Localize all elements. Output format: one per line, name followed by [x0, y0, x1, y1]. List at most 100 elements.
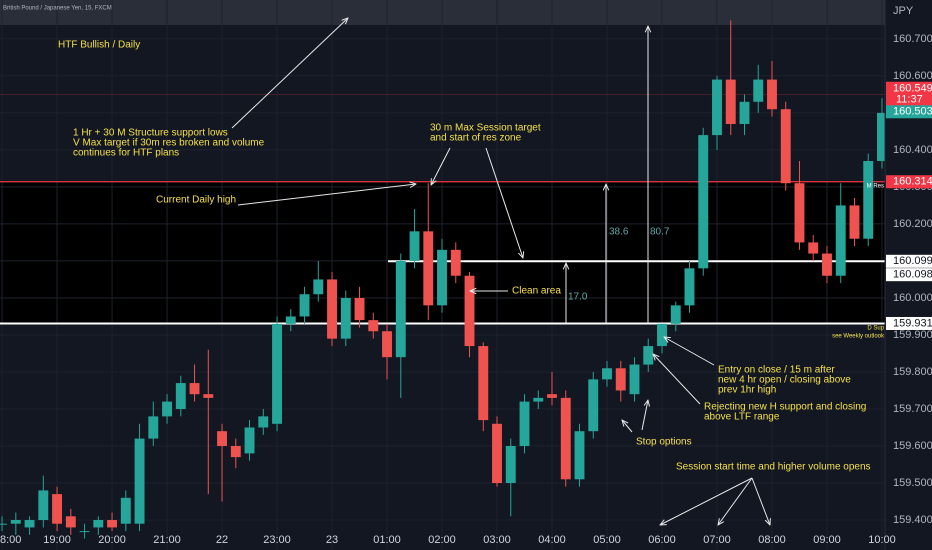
x-tick-label: 19:00: [43, 534, 71, 546]
candle-body: [492, 423, 502, 484]
annotation: V Max target if 30m res broken and volum…: [73, 138, 265, 149]
candle-body: [629, 364, 640, 395]
annotation: continues for HTF plans: [73, 148, 179, 159]
annotation: 1 Hr + 30 M Structure support lows: [73, 128, 228, 139]
y-tick-label: 159.500: [893, 477, 932, 489]
y-tick-label: 159.900: [893, 329, 932, 341]
candle-body: [519, 401, 530, 446]
annotation: Current Daily high: [156, 195, 236, 206]
x-tick-label: 06:00: [648, 534, 676, 546]
candle-body: [203, 394, 214, 398]
candle-body: [698, 135, 709, 269]
candle-body: [175, 383, 186, 409]
y-tick-label: 160.600: [893, 70, 932, 82]
arrow: [431, 147, 451, 185]
arrow: [641, 400, 648, 431]
candle-body: [753, 79, 764, 102]
x-tick-label: 20:00: [98, 534, 126, 546]
candle-body: [368, 320, 379, 332]
candle-body: [437, 249, 447, 306]
candle-body: [547, 394, 557, 398]
y-tick-label: 159.800: [893, 366, 932, 378]
y-tick-label: 159.400: [893, 514, 932, 526]
candle-body: [780, 109, 791, 184]
arrow: [237, 184, 416, 206]
candle-body: [24, 520, 35, 528]
price-label-box: [886, 81, 932, 106]
price-label-box: [886, 268, 932, 282]
measure-label: 80.7: [650, 227, 670, 238]
annotation: Clean area: [512, 286, 561, 297]
candle-body: [849, 205, 860, 239]
x-tick-label: 23:00: [263, 534, 291, 546]
candle-layer: [0, 20, 887, 539]
chart-title: British Pound / Japanese Yen, 15, FXCM: [3, 6, 112, 12]
candle-body: [244, 427, 255, 454]
y-tick-label: 159.700: [893, 403, 932, 415]
candle-body: [739, 101, 750, 124]
candle-body: [107, 520, 118, 528]
price-label: 160.314: [893, 176, 932, 188]
level-layer: [0, 94, 885, 325]
candle-body: [478, 346, 489, 421]
candle-body: [822, 253, 832, 276]
grid-layer: [0, 0, 885, 550]
candle-body: [450, 249, 461, 276]
measure-label: 38.6: [609, 227, 629, 238]
candle-body: [327, 279, 337, 339]
candle-body: [409, 231, 420, 261]
candle-body: [52, 494, 63, 524]
annotation: Rejecting new H support and closing: [704, 402, 866, 413]
candle-body: [684, 268, 695, 306]
x-tick-label: 09:00: [813, 534, 841, 546]
price-label: 160.099: [893, 255, 932, 267]
x-tick-label: 01:00: [373, 534, 401, 546]
level-note: see Weekly outlook: [832, 334, 885, 340]
annotation: and start of res zone: [430, 133, 522, 144]
candle-body: [602, 368, 612, 380]
annotations: HTF Bullish / Daily 1 Hr + 30 M Structur…: [58, 40, 885, 473]
candle-body: [382, 331, 392, 358]
y-tick-label: 160.000: [893, 292, 932, 304]
candle-body: [863, 161, 874, 239]
price-label: 160.503: [893, 106, 932, 118]
y-tick-label: 160.200: [893, 218, 932, 230]
arrow: [485, 147, 523, 258]
candle-body: [38, 490, 49, 521]
annotation: 30 m Max Session target: [430, 123, 541, 134]
candle-body: [725, 79, 736, 124]
annotation: above LTF range: [704, 412, 780, 423]
candle-body: [354, 297, 365, 321]
price-label-box: [886, 175, 932, 189]
x-tick-label: 07:00: [703, 534, 731, 546]
candle-body: [533, 397, 544, 402]
y-tick-label: 160.700: [893, 33, 932, 45]
x-tick-label: 04:00: [538, 534, 566, 546]
arrow: [622, 420, 633, 433]
candle-body: [10, 520, 21, 524]
axis-labels: 160.700160.600160.500160.400160.300160.2…: [0, 33, 932, 546]
annotation: Entry on close / 15 m after: [718, 365, 835, 376]
arrow: [653, 354, 701, 405]
candle-body: [0, 523, 8, 525]
candle-body: [712, 79, 722, 136]
price-label-box: [886, 105, 932, 119]
arrow: [660, 477, 753, 525]
candle-body: [767, 79, 777, 110]
candle-body: [643, 346, 654, 365]
candle-body: [588, 379, 599, 432]
candle-body: [657, 323, 667, 347]
price-label: 160.549: [893, 83, 932, 95]
x-tick-label: 03:00: [483, 534, 511, 546]
candle-body: [835, 205, 846, 276]
candle-body: [313, 279, 324, 295]
y-tick-label: 160.400: [893, 144, 932, 156]
candle-body: [615, 368, 626, 391]
candle-body: [258, 416, 269, 428]
arrow: [718, 477, 753, 525]
candle-body: [395, 260, 406, 358]
candle-body: [423, 231, 434, 306]
annotation: HTF Bullish / Daily: [58, 40, 140, 51]
price-label-box: [886, 254, 932, 268]
